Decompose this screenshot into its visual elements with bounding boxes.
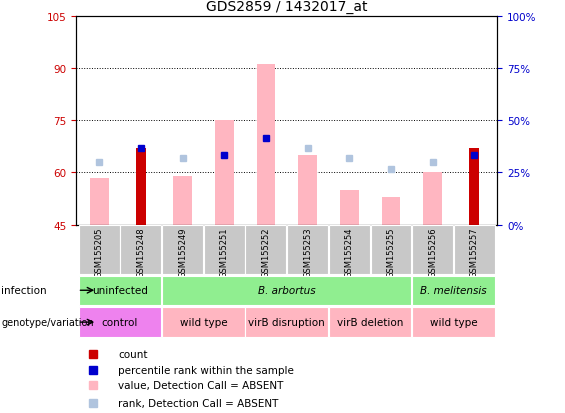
Bar <box>204 225 245 275</box>
Bar <box>412 225 453 275</box>
Text: B. arbortus: B. arbortus <box>258 285 315 296</box>
Bar <box>90 178 108 225</box>
Bar <box>329 308 411 337</box>
Text: percentile rank within the sample: percentile rank within the sample <box>119 365 294 375</box>
Bar <box>298 156 317 225</box>
Bar <box>340 190 359 225</box>
Text: value, Detection Call = ABSENT: value, Detection Call = ABSENT <box>119 380 284 391</box>
Bar <box>162 308 245 337</box>
Bar <box>287 225 328 275</box>
Text: GSM155205: GSM155205 <box>95 227 104 277</box>
Text: count: count <box>119 349 148 359</box>
Text: GSM155256: GSM155256 <box>428 227 437 277</box>
Text: GSM155252: GSM155252 <box>262 227 271 277</box>
Text: GSM155249: GSM155249 <box>178 227 187 277</box>
Text: GSM155255: GSM155255 <box>386 227 396 277</box>
Text: virB disruption: virB disruption <box>249 317 325 328</box>
Text: GSM155248: GSM155248 <box>136 227 145 277</box>
Bar <box>412 308 495 337</box>
Text: wild type: wild type <box>180 317 227 328</box>
Text: GSM155251: GSM155251 <box>220 227 229 277</box>
Bar <box>245 308 328 337</box>
Bar <box>136 149 146 225</box>
Bar <box>79 308 161 337</box>
Text: wild type: wild type <box>429 317 477 328</box>
Text: infection: infection <box>1 285 47 296</box>
Text: GSM155254: GSM155254 <box>345 227 354 277</box>
Bar <box>79 276 161 305</box>
Bar <box>469 149 480 225</box>
Text: GSM155257: GSM155257 <box>470 227 479 277</box>
Bar <box>329 225 370 275</box>
Text: rank, Detection Call = ABSENT: rank, Detection Call = ABSENT <box>119 398 279 408</box>
Bar <box>257 65 275 225</box>
Bar <box>162 225 203 275</box>
Title: GDS2859 / 1432017_at: GDS2859 / 1432017_at <box>206 0 367 14</box>
Bar <box>423 173 442 225</box>
Bar <box>454 225 495 275</box>
Bar <box>120 225 161 275</box>
Bar <box>162 276 411 305</box>
Bar <box>79 225 120 275</box>
Text: genotype/variation: genotype/variation <box>1 317 94 328</box>
Bar <box>412 276 495 305</box>
Bar <box>173 176 192 225</box>
Text: GSM155253: GSM155253 <box>303 227 312 277</box>
Bar <box>381 197 401 225</box>
Bar <box>245 225 286 275</box>
Text: control: control <box>102 317 138 328</box>
Text: uninfected: uninfected <box>92 285 148 296</box>
Bar <box>371 225 411 275</box>
Text: B. melitensis: B. melitensis <box>420 285 487 296</box>
Bar <box>215 121 233 225</box>
Text: virB deletion: virB deletion <box>337 317 403 328</box>
